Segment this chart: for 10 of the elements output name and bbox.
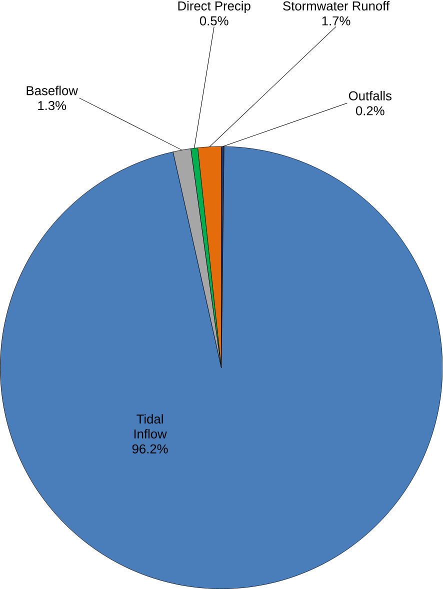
data-label: 1.7% — [322, 16, 350, 26]
slice-label: Tidal Inflow — [134, 414, 168, 439]
data-label: 0.2% — [356, 106, 384, 116]
data-label: 1.3% — [38, 101, 66, 110]
slice-label: Baseflow — [26, 86, 78, 96]
data-label: 0.5% — [200, 16, 228, 26]
slice-label: Direct Precip — [178, 1, 251, 14]
data-label: 96.2% — [132, 444, 168, 454]
slice-label: Stormwater Runoff — [283, 1, 390, 11]
slice-label: Outfalls — [349, 90, 392, 100]
